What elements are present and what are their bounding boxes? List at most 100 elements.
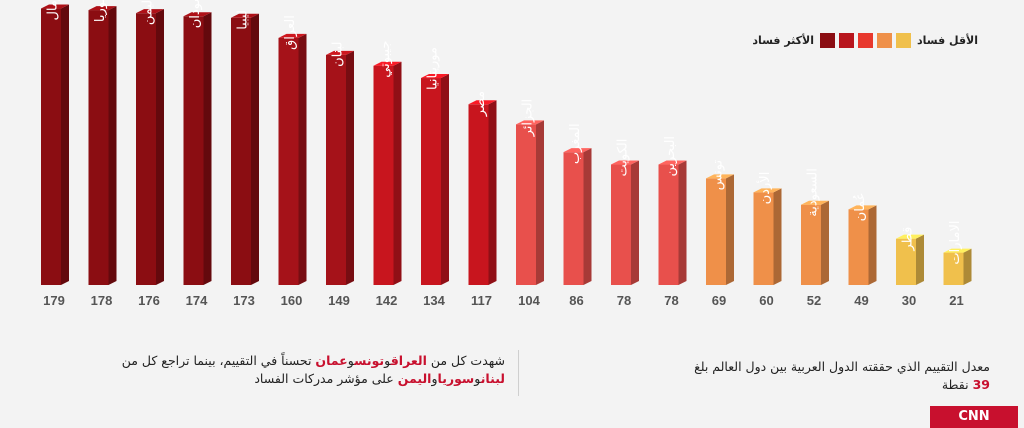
bar-top <box>801 200 829 205</box>
bar-top <box>848 205 877 210</box>
footer-average-note: معدل التقييم الذي حققته الدول العربية بي… <box>560 358 990 394</box>
legend-least-label: الأقل فساد <box>917 33 978 47</box>
value-label: 149 <box>328 293 350 308</box>
value-label: 69 <box>712 293 726 308</box>
footer-text: و <box>384 353 391 368</box>
bar-top <box>611 160 639 165</box>
bar-front <box>278 37 299 286</box>
bar-front <box>563 152 584 285</box>
bar-front <box>848 209 869 285</box>
bar-side <box>773 188 782 285</box>
bar-side <box>631 160 639 285</box>
category-label: قطر <box>901 227 916 252</box>
value-label: 78 <box>664 293 678 308</box>
bar-top <box>136 9 164 14</box>
value-label: 174 <box>186 293 208 308</box>
bar-front <box>753 192 774 285</box>
legend-swatch <box>839 32 855 48</box>
bar-front <box>658 164 679 285</box>
country-highlight: لبنان <box>480 371 505 386</box>
value-label: 78 <box>617 293 631 308</box>
bar-top <box>658 160 687 165</box>
legend-swatch <box>877 32 893 48</box>
legend: الأقل فساد الأكثر فساد <box>712 30 982 50</box>
bar-front <box>373 65 394 285</box>
category-label: مصر <box>473 91 488 117</box>
category-label: اليمن <box>141 0 156 25</box>
bar-front <box>516 124 536 285</box>
bar-front <box>943 252 964 285</box>
category-label: تونس <box>711 160 726 191</box>
bar-side <box>916 234 924 285</box>
category-label: الصومال <box>46 0 61 21</box>
bar-side <box>298 33 307 286</box>
category-label: عُمان <box>852 193 868 222</box>
bar: الكويت 78 <box>611 139 639 308</box>
bar-front <box>611 164 631 285</box>
bar-top <box>706 174 734 179</box>
legend-swatch <box>820 32 836 48</box>
bar: عُمان 49 <box>848 193 877 308</box>
category-label: الامارات <box>948 220 963 264</box>
value-label: 104 <box>518 293 540 308</box>
footer-average-value: 39 <box>972 377 990 392</box>
footer-divider <box>518 350 519 396</box>
bar-top <box>421 74 449 79</box>
legend-swatch <box>896 32 912 48</box>
value-label: 176 <box>138 293 160 308</box>
bar-front <box>468 104 489 285</box>
category-label: ليبيا <box>236 10 251 30</box>
bar: مصر 117 <box>468 91 497 308</box>
legend-swatch <box>858 32 874 48</box>
bar-side <box>203 12 212 286</box>
category-label: سوريا <box>93 0 108 22</box>
footer-change-note: شهدت كل من العراقوتونسوعمان تحسناً في ال… <box>45 352 505 388</box>
category-label: الكويت <box>616 139 631 177</box>
bar: البحرين 78 <box>658 136 687 308</box>
bar: جيبوتي 142 <box>373 41 402 308</box>
footer-text: و <box>474 371 481 386</box>
category-label: جيبوتي <box>378 41 393 78</box>
value-label: 179 <box>43 293 65 308</box>
bar-front <box>801 204 821 285</box>
footer-text: و <box>347 353 355 368</box>
bar: الأردن 60 <box>753 172 782 308</box>
bar-side <box>346 50 354 285</box>
value-label: 52 <box>807 293 821 308</box>
bar: سوريا 178 <box>88 0 117 308</box>
bar-side <box>868 205 877 285</box>
category-label: موريتانيا <box>426 47 441 90</box>
value-label: 178 <box>91 293 113 308</box>
footer-text: تحسناً في التقييم، بينما تراجع كل من <box>121 353 316 368</box>
category-label: العراق <box>283 15 298 50</box>
bar-side <box>536 120 544 285</box>
footer-average-unit: نقطة <box>941 377 969 392</box>
value-label: 49 <box>854 293 868 308</box>
category-label: الجزائر <box>521 99 536 138</box>
bar-side <box>963 248 972 285</box>
bar-side <box>441 74 449 286</box>
bar-front <box>421 78 441 286</box>
bar-top <box>943 248 972 253</box>
bar-side <box>61 4 69 286</box>
category-label: السودان <box>188 0 203 28</box>
value-label: 117 <box>471 293 492 308</box>
bar: الصومال 179 <box>41 0 69 308</box>
bar-top <box>278 33 307 38</box>
category-label: المغرب <box>568 123 583 164</box>
bar: اليمن 176 <box>136 0 164 308</box>
bar: السودان 174 <box>183 0 212 308</box>
bar-top <box>563 148 592 153</box>
category-label: السعودية <box>806 168 821 217</box>
bar-top <box>231 13 259 18</box>
bar-top <box>183 12 212 17</box>
bar-top <box>516 120 544 125</box>
bar-side <box>156 9 164 286</box>
bar-top <box>326 50 354 55</box>
bar-side <box>488 100 497 285</box>
bar-front <box>136 13 156 286</box>
value-label: 21 <box>949 293 963 308</box>
value-label: 160 <box>281 293 303 308</box>
cnn-logo: CNN <box>930 406 1018 428</box>
